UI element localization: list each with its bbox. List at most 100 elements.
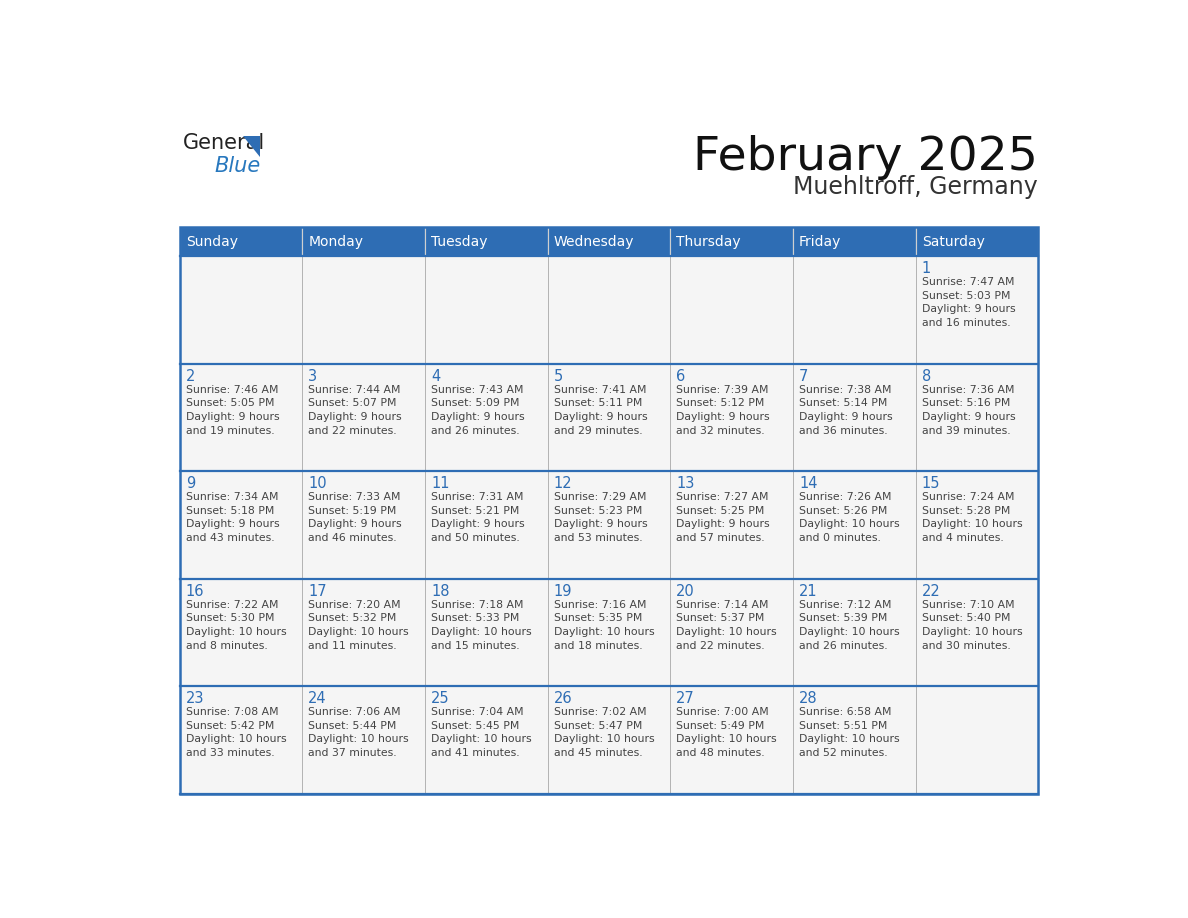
Bar <box>670 579 792 687</box>
Text: 13: 13 <box>676 476 695 491</box>
Text: Sunrise: 7:16 AM
Sunset: 5:35 PM
Daylight: 10 hours
and 18 minutes.: Sunrise: 7:16 AM Sunset: 5:35 PM Dayligh… <box>554 599 655 651</box>
Text: 9: 9 <box>185 476 195 491</box>
Text: Sunrise: 7:41 AM
Sunset: 5:11 PM
Daylight: 9 hours
and 29 minutes.: Sunrise: 7:41 AM Sunset: 5:11 PM Dayligh… <box>554 385 647 435</box>
Text: Monday: Monday <box>309 235 364 249</box>
Text: Sunrise: 7:39 AM
Sunset: 5:12 PM
Daylight: 9 hours
and 32 minutes.: Sunrise: 7:39 AM Sunset: 5:12 PM Dayligh… <box>676 385 770 435</box>
Bar <box>425 472 548 579</box>
Bar <box>425 687 548 794</box>
Text: 26: 26 <box>554 691 573 706</box>
Bar <box>792 227 916 256</box>
Text: 14: 14 <box>800 476 817 491</box>
Text: Thursday: Thursday <box>676 235 741 249</box>
Bar <box>179 227 1038 794</box>
Bar <box>179 227 302 256</box>
Bar <box>548 227 670 256</box>
Text: Sunrise: 7:27 AM
Sunset: 5:25 PM
Daylight: 9 hours
and 57 minutes.: Sunrise: 7:27 AM Sunset: 5:25 PM Dayligh… <box>676 492 770 543</box>
Bar <box>792 364 916 472</box>
Text: Sunrise: 7:00 AM
Sunset: 5:49 PM
Daylight: 10 hours
and 48 minutes.: Sunrise: 7:00 AM Sunset: 5:49 PM Dayligh… <box>676 707 777 758</box>
Text: 6: 6 <box>676 368 685 384</box>
Text: 15: 15 <box>922 476 940 491</box>
Bar <box>179 364 302 472</box>
Text: Sunrise: 7:24 AM
Sunset: 5:28 PM
Daylight: 10 hours
and 4 minutes.: Sunrise: 7:24 AM Sunset: 5:28 PM Dayligh… <box>922 492 1023 543</box>
Text: Sunrise: 7:43 AM
Sunset: 5:09 PM
Daylight: 9 hours
and 26 minutes.: Sunrise: 7:43 AM Sunset: 5:09 PM Dayligh… <box>431 385 525 435</box>
Bar <box>670 687 792 794</box>
Bar <box>302 687 425 794</box>
Text: Sunrise: 7:14 AM
Sunset: 5:37 PM
Daylight: 10 hours
and 22 minutes.: Sunrise: 7:14 AM Sunset: 5:37 PM Dayligh… <box>676 599 777 651</box>
Text: Sunrise: 7:22 AM
Sunset: 5:30 PM
Daylight: 10 hours
and 8 minutes.: Sunrise: 7:22 AM Sunset: 5:30 PM Dayligh… <box>185 599 286 651</box>
Text: Sunrise: 7:08 AM
Sunset: 5:42 PM
Daylight: 10 hours
and 33 minutes.: Sunrise: 7:08 AM Sunset: 5:42 PM Dayligh… <box>185 707 286 758</box>
Bar <box>548 472 670 579</box>
Text: Muehltroff, Germany: Muehltroff, Germany <box>794 174 1038 199</box>
Bar <box>792 579 916 687</box>
Text: 20: 20 <box>676 584 695 599</box>
Bar <box>670 227 792 256</box>
Bar <box>792 687 916 794</box>
Text: Sunrise: 6:58 AM
Sunset: 5:51 PM
Daylight: 10 hours
and 52 minutes.: Sunrise: 6:58 AM Sunset: 5:51 PM Dayligh… <box>800 707 899 758</box>
Bar <box>792 472 916 579</box>
Text: Sunrise: 7:02 AM
Sunset: 5:47 PM
Daylight: 10 hours
and 45 minutes.: Sunrise: 7:02 AM Sunset: 5:47 PM Dayligh… <box>554 707 655 758</box>
Text: Sunrise: 7:10 AM
Sunset: 5:40 PM
Daylight: 10 hours
and 30 minutes.: Sunrise: 7:10 AM Sunset: 5:40 PM Dayligh… <box>922 599 1023 651</box>
Bar <box>670 256 792 364</box>
Text: Sunrise: 7:34 AM
Sunset: 5:18 PM
Daylight: 9 hours
and 43 minutes.: Sunrise: 7:34 AM Sunset: 5:18 PM Dayligh… <box>185 492 279 543</box>
Text: Sunrise: 7:31 AM
Sunset: 5:21 PM
Daylight: 9 hours
and 50 minutes.: Sunrise: 7:31 AM Sunset: 5:21 PM Dayligh… <box>431 492 525 543</box>
Bar <box>792 256 916 364</box>
Text: 24: 24 <box>309 691 327 706</box>
Text: 27: 27 <box>676 691 695 706</box>
Text: Sunrise: 7:20 AM
Sunset: 5:32 PM
Daylight: 10 hours
and 11 minutes.: Sunrise: 7:20 AM Sunset: 5:32 PM Dayligh… <box>309 599 409 651</box>
Text: 18: 18 <box>431 584 449 599</box>
Bar <box>670 364 792 472</box>
Text: Sunrise: 7:44 AM
Sunset: 5:07 PM
Daylight: 9 hours
and 22 minutes.: Sunrise: 7:44 AM Sunset: 5:07 PM Dayligh… <box>309 385 402 435</box>
Text: Sunrise: 7:26 AM
Sunset: 5:26 PM
Daylight: 10 hours
and 0 minutes.: Sunrise: 7:26 AM Sunset: 5:26 PM Dayligh… <box>800 492 899 543</box>
Bar <box>302 256 425 364</box>
Bar <box>548 687 670 794</box>
Text: 23: 23 <box>185 691 204 706</box>
Text: Sunrise: 7:18 AM
Sunset: 5:33 PM
Daylight: 10 hours
and 15 minutes.: Sunrise: 7:18 AM Sunset: 5:33 PM Dayligh… <box>431 599 531 651</box>
Bar <box>302 472 425 579</box>
Text: 28: 28 <box>800 691 817 706</box>
Text: 4: 4 <box>431 368 441 384</box>
Text: Sunrise: 7:33 AM
Sunset: 5:19 PM
Daylight: 9 hours
and 46 minutes.: Sunrise: 7:33 AM Sunset: 5:19 PM Dayligh… <box>309 492 402 543</box>
Text: Sunrise: 7:38 AM
Sunset: 5:14 PM
Daylight: 9 hours
and 36 minutes.: Sunrise: 7:38 AM Sunset: 5:14 PM Dayligh… <box>800 385 892 435</box>
Text: February 2025: February 2025 <box>694 135 1038 180</box>
Bar <box>179 687 302 794</box>
Bar <box>179 579 302 687</box>
Bar <box>179 472 302 579</box>
Polygon shape <box>244 137 260 157</box>
Bar <box>916 256 1038 364</box>
Bar <box>302 364 425 472</box>
Bar <box>548 364 670 472</box>
Text: 17: 17 <box>309 584 327 599</box>
Text: 10: 10 <box>309 476 327 491</box>
Text: Friday: Friday <box>800 235 841 249</box>
Text: 25: 25 <box>431 691 449 706</box>
Text: 3: 3 <box>309 368 317 384</box>
Text: 19: 19 <box>554 584 573 599</box>
Bar <box>302 579 425 687</box>
Text: Saturday: Saturday <box>922 235 985 249</box>
Bar <box>179 256 302 364</box>
Text: Sunday: Sunday <box>185 235 238 249</box>
Text: 5: 5 <box>554 368 563 384</box>
Text: 2: 2 <box>185 368 195 384</box>
Text: Tuesday: Tuesday <box>431 235 487 249</box>
Bar <box>302 227 425 256</box>
Bar <box>425 579 548 687</box>
Bar <box>425 256 548 364</box>
Text: Sunrise: 7:47 AM
Sunset: 5:03 PM
Daylight: 9 hours
and 16 minutes.: Sunrise: 7:47 AM Sunset: 5:03 PM Dayligh… <box>922 277 1016 328</box>
Bar <box>916 227 1038 256</box>
Text: General: General <box>183 133 266 153</box>
Text: 22: 22 <box>922 584 941 599</box>
Bar <box>916 364 1038 472</box>
Text: 8: 8 <box>922 368 931 384</box>
Bar <box>548 256 670 364</box>
Text: 7: 7 <box>800 368 808 384</box>
Bar <box>670 472 792 579</box>
Text: 11: 11 <box>431 476 449 491</box>
Text: 16: 16 <box>185 584 204 599</box>
Bar <box>916 579 1038 687</box>
Bar <box>548 579 670 687</box>
Text: Wednesday: Wednesday <box>554 235 634 249</box>
Text: Sunrise: 7:36 AM
Sunset: 5:16 PM
Daylight: 9 hours
and 39 minutes.: Sunrise: 7:36 AM Sunset: 5:16 PM Dayligh… <box>922 385 1016 435</box>
Text: Sunrise: 7:29 AM
Sunset: 5:23 PM
Daylight: 9 hours
and 53 minutes.: Sunrise: 7:29 AM Sunset: 5:23 PM Dayligh… <box>554 492 647 543</box>
Text: 12: 12 <box>554 476 573 491</box>
